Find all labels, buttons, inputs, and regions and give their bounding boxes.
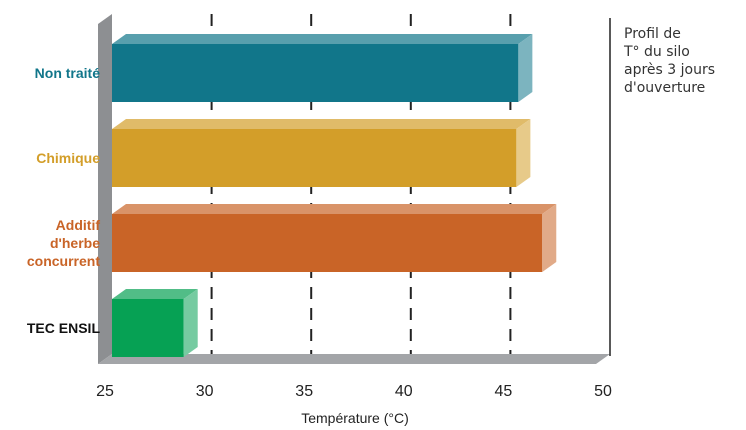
axis-floor: [98, 354, 610, 364]
category-label-line: Additif: [56, 217, 101, 233]
category-label: Chimique: [36, 150, 100, 166]
category-label-line: d'herbe: [50, 235, 100, 251]
bar: [112, 299, 184, 357]
bar-top-face: [112, 289, 198, 299]
annotation-text: Profil de T° du silo après 3 jours d'ouvert…: [623, 26, 715, 96]
x-tick-label: 50: [594, 383, 612, 400]
bar-end-face: [183, 289, 198, 357]
bar-end-face: [516, 119, 531, 187]
x-tick-label: 35: [295, 383, 313, 400]
x-tick-label: 25: [96, 383, 114, 400]
category-label-line: TEC ENSIL: [27, 320, 101, 336]
axis-back-wall: [98, 14, 112, 364]
x-tick-label: 40: [395, 383, 413, 400]
annotation-line: après 3 jours: [624, 62, 715, 78]
bar-top-face: [112, 119, 531, 129]
annotation-line: d'ouverture: [624, 80, 705, 96]
bar-end-face: [518, 34, 533, 102]
category-label-line: Chimique: [36, 150, 100, 166]
category-label: Additif d'herbe concurrent: [27, 217, 100, 269]
bar: [112, 44, 519, 102]
x-tick-label: 30: [196, 383, 214, 400]
category-label-line: concurrent: [27, 253, 100, 269]
bar-end-face: [542, 204, 557, 272]
bar-top-face: [112, 34, 533, 44]
annotation-line: Profil de: [624, 26, 681, 42]
annotation-line: T° du silo: [623, 44, 690, 60]
category-label: TEC ENSIL: [27, 320, 101, 336]
category-label-line: Non traité: [35, 65, 101, 81]
bar-top-face: [112, 204, 557, 214]
x-tick-label: 45: [495, 383, 513, 400]
bar: [112, 129, 517, 187]
bar: [112, 214, 543, 272]
category-label: Non traité: [35, 65, 101, 81]
x-axis-title: Température (°C): [301, 410, 409, 426]
